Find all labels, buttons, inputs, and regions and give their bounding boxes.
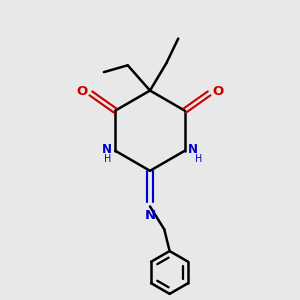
Text: H: H (104, 154, 112, 164)
Text: N: N (144, 208, 156, 222)
Text: O: O (212, 85, 223, 98)
Text: O: O (77, 85, 88, 98)
Text: N: N (188, 143, 198, 156)
Text: H: H (195, 154, 202, 164)
Text: N: N (102, 143, 112, 156)
